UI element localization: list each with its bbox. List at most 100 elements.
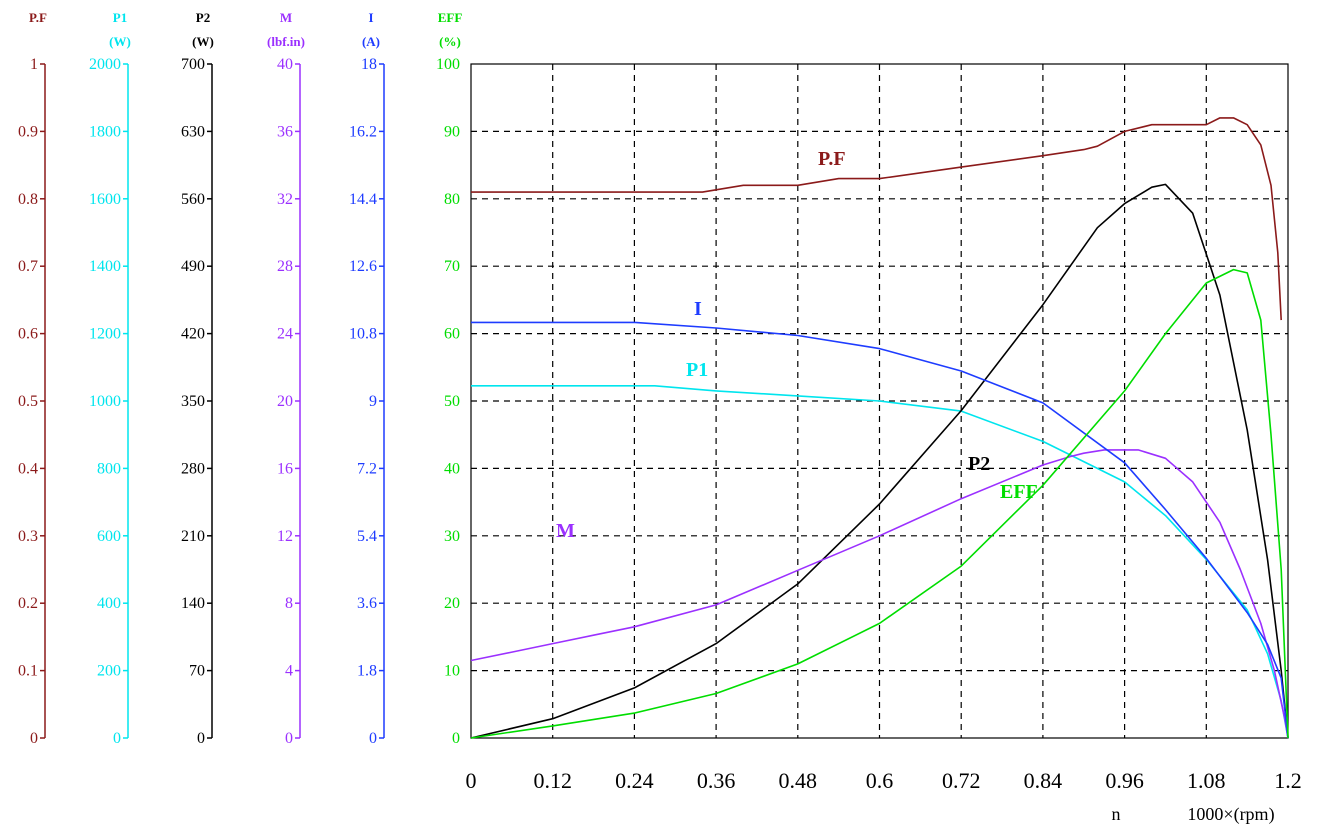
- y-tick-label: 24: [277, 326, 293, 343]
- y-tick-label: 16: [277, 460, 293, 477]
- y-tick-label: 100: [436, 56, 460, 73]
- y-tick-label: 12.6: [349, 258, 377, 275]
- x-tick-label: 0.12: [533, 768, 572, 793]
- x-axis-unit: 1000×(rpm): [1187, 804, 1274, 825]
- series-label: I: [694, 298, 702, 320]
- y-tick-label: 350: [181, 393, 205, 410]
- y-axis-i: 0 1.8 3.6 5.4 7.2 9 10.8 12.6 14.4 16.2 18 I (A): [349, 10, 385, 747]
- series-line-p2: [470, 183, 1289, 739]
- y-axis-title: P.F: [29, 10, 47, 25]
- y-tick-label: 8: [285, 595, 293, 612]
- x-tick-label: 1.2: [1274, 768, 1302, 793]
- y-tick-label: 9: [369, 393, 377, 410]
- y-tick-label: 36: [277, 123, 293, 140]
- y-axis-unit: (A): [362, 34, 380, 49]
- x-tick-label: 0.6: [866, 768, 894, 793]
- y-tick-label: 50: [444, 393, 460, 410]
- x-axis-symbol: n: [1112, 804, 1121, 824]
- y-axis-title: M: [280, 10, 292, 25]
- series-annotations: P.F I P1 M P2 EFF: [556, 148, 1038, 542]
- y-tick-label: 16.2: [349, 123, 377, 140]
- series-line-pf: [471, 117, 1282, 321]
- y-tick-label: 4: [285, 663, 293, 680]
- y-tick-label: 60: [444, 326, 460, 343]
- y-tick-label: 12: [277, 528, 293, 545]
- y-tick-label: 560: [181, 191, 205, 208]
- y-tick-label: 1200: [89, 326, 121, 343]
- x-tick-label: 0.48: [779, 768, 818, 793]
- y-tick-label: 1600: [89, 191, 121, 208]
- y-axis-p2: 0 70 140 210 280 350 420 490 560 630 700 P2 (W): [181, 10, 214, 747]
- y-tick-label: 1.8: [357, 663, 377, 680]
- y-tick-label: 10.8: [349, 326, 377, 343]
- y-tick-label: 0.6: [18, 326, 38, 343]
- y-axis-unit: (%): [439, 34, 461, 49]
- x-tick-label: 0.36: [697, 768, 736, 793]
- y-tick-label: 630: [181, 123, 205, 140]
- y-tick-label: 3.6: [357, 595, 377, 612]
- series-line-m: [470, 449, 1289, 739]
- y-tick-label: 280: [181, 460, 205, 477]
- y-tick-label: 0.3: [18, 528, 38, 545]
- y-axis-m: 0 4 8 12 16 20 24 28 32 36 40 M (lbf.in): [267, 10, 305, 747]
- y-tick-label: 1000: [89, 393, 121, 410]
- y-tick-label: 0.5: [18, 393, 38, 410]
- y-tick-label: 1400: [89, 258, 121, 275]
- y-tick-label: 40: [277, 56, 293, 73]
- y-tick-label: 600: [97, 528, 121, 545]
- series-label: P2: [968, 453, 990, 475]
- y-tick-label: 18: [361, 56, 377, 73]
- y-tick-label: 1800: [89, 123, 121, 140]
- x-tick-label: 0.96: [1105, 768, 1144, 793]
- y-tick-label: 70: [189, 663, 205, 680]
- y-tick-label: 0.4: [18, 460, 38, 477]
- y-tick-label: 420: [181, 326, 205, 343]
- y-tick-label: 0.7: [18, 258, 38, 275]
- y-axis-p1: 0 200 400 600 800 1000 1200 1400 1600 1800 2000 P1 (…: [89, 10, 131, 747]
- series-label: EFF: [1000, 481, 1038, 503]
- y-tick-label: 2000: [89, 56, 121, 73]
- y-axis-pf: 0 0.1 0.2 0.3 0.4 0.5 0.6 0.7 0.8 0.9 1 P.F: [18, 10, 47, 747]
- y-tick-label: 490: [181, 258, 205, 275]
- y-tick-label: 0: [197, 730, 205, 747]
- y-tick-label: 70: [444, 258, 460, 275]
- y-tick-label: 7.2: [357, 460, 377, 477]
- y-tick-label: 14.4: [349, 191, 377, 208]
- y-axis-unit: (lbf.in): [267, 34, 305, 49]
- series-line-eff: [470, 268, 1289, 739]
- y-tick-label: 40: [444, 460, 460, 477]
- y-tick-label: 32: [277, 191, 293, 208]
- y-tick-label: 90: [444, 123, 460, 140]
- y-tick-label: 80: [444, 191, 460, 208]
- series-line-p1: [471, 385, 1289, 739]
- y-tick-label: 0: [452, 730, 460, 747]
- y-tick-label: 5.4: [357, 528, 377, 545]
- series-label: M: [556, 520, 575, 542]
- y-axis-eff: 0 10 20 30 40 50 60 70 80 90 100 EFF (%): [436, 10, 462, 747]
- y-axis-unit: (W): [192, 34, 214, 49]
- y-tick-label: 210: [181, 528, 205, 545]
- y-tick-label: 0: [113, 730, 121, 747]
- y-tick-label: 400: [97, 595, 121, 612]
- y-tick-label: 0: [285, 730, 293, 747]
- x-tick-label: 0.24: [615, 768, 654, 793]
- y-tick-label: 1: [30, 56, 38, 73]
- y-tick-label: 0.8: [18, 191, 38, 208]
- series-label: P.F: [818, 148, 846, 170]
- x-tick-label: 1.08: [1187, 768, 1226, 793]
- y-axis-title: P2: [196, 10, 210, 25]
- y-axis-title: P1: [113, 10, 127, 25]
- y-tick-label: 30: [444, 528, 460, 545]
- y-axis-title: I: [368, 10, 373, 25]
- y-tick-label: 20: [277, 393, 293, 410]
- y-tick-label: 700: [181, 56, 205, 73]
- series-label: P1: [686, 359, 708, 381]
- y-tick-label: 20: [444, 595, 460, 612]
- x-tick-label: 0: [466, 768, 477, 793]
- x-axis: 0 0.12 0.24 0.36 0.48 0.6 0.72 0.84 0.96 1.08 1.2 n…: [466, 768, 1302, 825]
- series-lines: [470, 117, 1289, 739]
- y-tick-label: 0.2: [18, 595, 38, 612]
- y-axis-title: EFF: [438, 10, 463, 25]
- y-tick-label: 0.1: [18, 663, 38, 680]
